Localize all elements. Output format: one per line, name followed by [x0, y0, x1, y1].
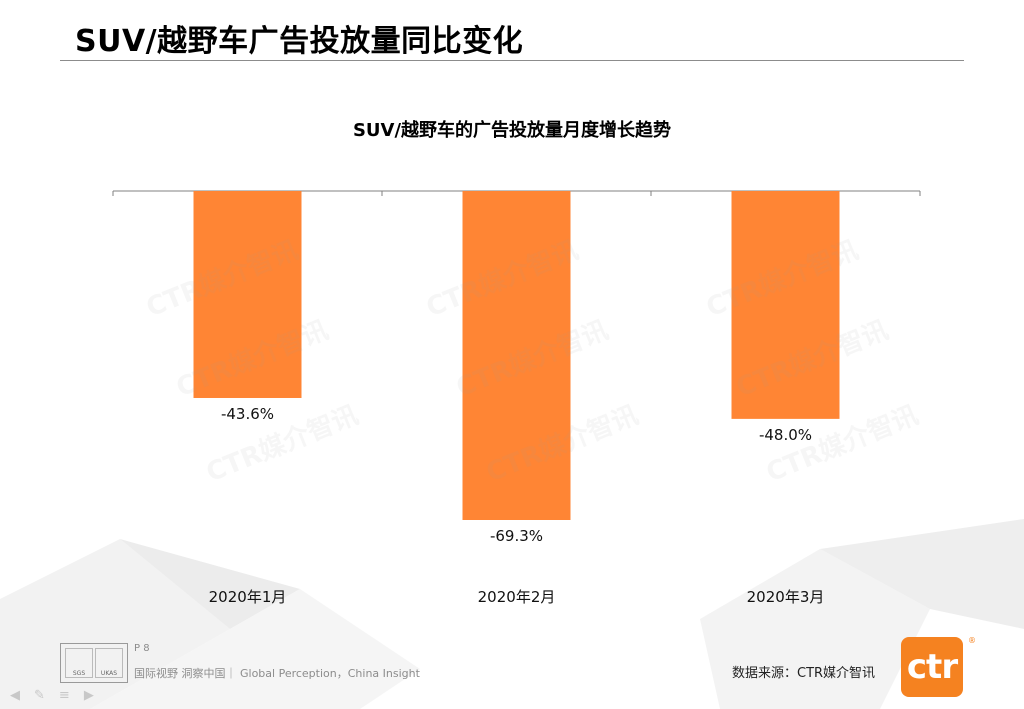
bar-2	[462, 191, 571, 520]
data-source: 数据来源：CTR媒介智讯	[732, 666, 876, 681]
category-label-2: 2020年2月	[478, 588, 556, 606]
category-label-3: 2020年3月	[747, 588, 825, 606]
page-title: SUV/越野车广告投放量同比变化	[75, 24, 524, 59]
data-label-3: -48.0%	[759, 426, 812, 444]
data-label-2: -69.3%	[490, 527, 543, 545]
data-label-1: -43.6%	[221, 405, 274, 423]
title-divider	[60, 60, 964, 61]
pen-icon[interactable]: ✎	[34, 688, 45, 703]
slide-nav-controls: ◀ ✎ ≡ ▶	[10, 688, 94, 703]
footer-slogan: 国际视野 洞察中国｜ Global Perception，China Insig…	[134, 667, 420, 680]
category-label-1: 2020年1月	[209, 588, 287, 606]
arrow-left-icon[interactable]: ◀	[10, 688, 20, 703]
menu-icon[interactable]: ≡	[58, 688, 70, 703]
page-number: P 8	[134, 643, 150, 654]
bar-3	[731, 191, 840, 419]
registered-mark: ®	[968, 636, 976, 645]
certification-badge: SGS UKAS	[60, 643, 128, 683]
ukas-seal-icon: UKAS	[95, 648, 123, 678]
sgs-seal-icon: SGS	[65, 648, 93, 678]
arrow-right-icon[interactable]: ▶	[83, 688, 94, 703]
bar-1	[193, 191, 302, 398]
ctr-logo: ctr	[901, 637, 963, 697]
chart-title: SUV/越野车的广告投放量月度增长趋势	[352, 120, 672, 141]
